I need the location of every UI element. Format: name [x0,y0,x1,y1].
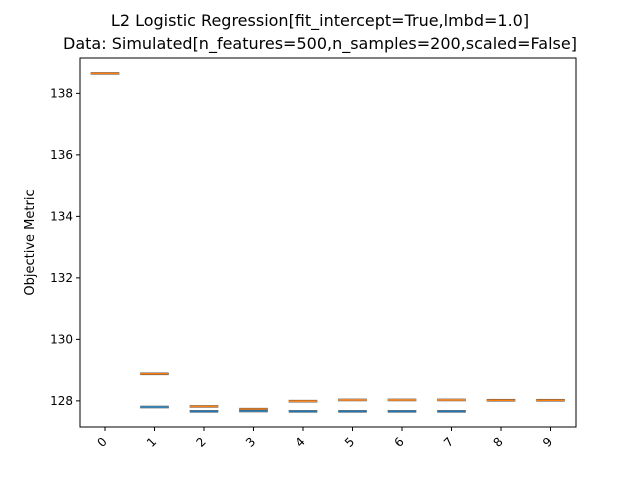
y-tick-label-132: 132 [50,271,73,285]
y-axis-label: Objective Metric [23,189,38,295]
y-tick-label-134: 134 [50,209,73,223]
x-tick-label-2: 2 [194,435,209,450]
chart-title: L2 Logistic Regression[fit_intercept=Tru… [110,11,530,30]
chart-subtitle: Data: Simulated[n_features=500,n_samples… [63,34,577,53]
chart-marks [90,72,565,413]
y-tick-label-138: 138 [50,86,73,100]
x-tick-label-0: 0 [95,435,110,450]
y-axis: 128 130 132 134 136 138 [50,86,80,408]
y-tick-label-136: 136 [50,148,73,162]
y-tick-label-128: 128 [50,394,73,408]
x-tick-label-9: 9 [540,435,555,450]
plot-frame [79,57,577,428]
x-axis: 0 1 2 3 4 5 6 7 8 9 [95,427,555,450]
plot-area [80,58,576,427]
x-tick-label-8: 8 [491,435,506,450]
x-tick-label-7: 7 [441,435,456,450]
x-tick-label-6: 6 [392,435,407,450]
x-tick-label-4: 4 [293,435,308,450]
x-tick-label-5: 5 [342,435,357,450]
x-tick-label-3: 3 [243,435,258,450]
y-tick-label-130: 130 [50,332,73,346]
x-tick-label-1: 1 [144,435,159,450]
